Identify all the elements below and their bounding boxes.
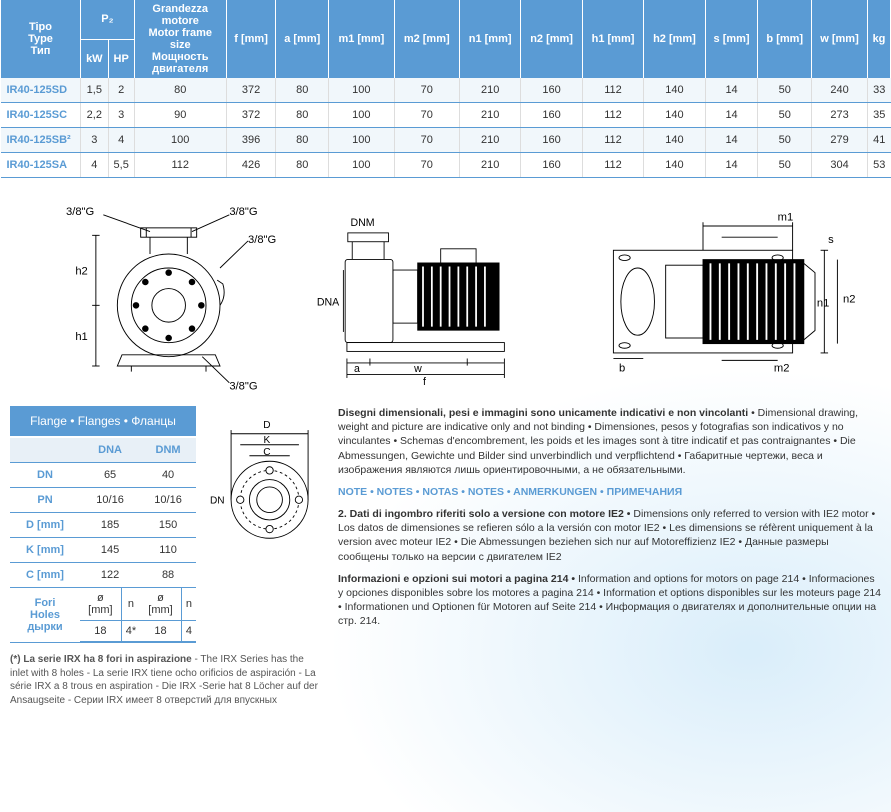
- svg-text:w: w: [413, 363, 422, 375]
- table-row: D [mm]185150: [10, 513, 196, 538]
- svg-text:DNM: DNM: [350, 217, 374, 229]
- flange-fori-label: Fori Holes дырки: [10, 588, 80, 643]
- svg-text:m1: m1: [778, 211, 794, 223]
- table-row: K [mm]145110: [10, 538, 196, 563]
- svg-text:m2: m2: [774, 363, 790, 375]
- table-row: IR40-125SD1,5280372801007021016011214014…: [1, 78, 891, 103]
- hdr-hp: HP: [108, 39, 134, 78]
- svg-text:D: D: [263, 420, 270, 431]
- hdr-f: f [mm]: [226, 0, 276, 78]
- svg-text:DNA: DNA: [317, 296, 340, 308]
- svg-text:f: f: [423, 376, 426, 388]
- flange-section: Flange • Flanges • Фланцы DNA DNM DN6540…: [10, 406, 320, 707]
- hdr-p2: P₂: [81, 0, 135, 39]
- hdr-m2: m2 [mm]: [394, 0, 459, 78]
- flange-diagram: D K C DN: [210, 406, 320, 569]
- flange-table: Flange • Flanges • Фланцы DNA DNM DN6540…: [10, 406, 196, 643]
- hdr-kg: kg: [867, 0, 890, 78]
- table-row: IR40-125SA45,511242680100702101601121401…: [1, 153, 891, 178]
- flange-col-dna: DNA: [80, 437, 140, 463]
- table-row: DN6540: [10, 463, 196, 488]
- flange-title: Flange • Flanges • Фланцы: [10, 406, 196, 437]
- table-row: IR40-125SC2,2390372801007021016011214014…: [1, 103, 891, 128]
- svg-text:3/8"G: 3/8"G: [66, 206, 94, 218]
- svg-text:h2: h2: [75, 266, 87, 278]
- hdr-h2: h2 [mm]: [644, 0, 705, 78]
- svg-text:s: s: [828, 234, 834, 246]
- hdr-kw: kW: [81, 39, 109, 78]
- table-row: PN10/1610/16: [10, 488, 196, 513]
- flange-col-dnm: DNM: [140, 437, 196, 463]
- table-row: IR40-125SB²34100396801007021016011214014…: [1, 128, 891, 153]
- dimensions-table: Tipo Type Тип P₂ Grandezza motore Motor …: [0, 0, 891, 178]
- hdr-n1: n1 [mm]: [459, 0, 520, 78]
- svg-text:b: b: [619, 363, 625, 375]
- hdr-n2: n2 [mm]: [521, 0, 582, 78]
- svg-text:DN: DN: [210, 495, 225, 506]
- top-view-diagram: s n2 m1 m2 b n1: [581, 198, 881, 394]
- svg-text:3/8"G: 3/8"G: [229, 206, 257, 218]
- hdr-a: a [mm]: [276, 0, 329, 78]
- svg-text:3/8"G: 3/8"G: [229, 380, 257, 392]
- front-view-diagram: 3/8"G 3/8"G 3/8"G 3/8"G h2 h1: [10, 198, 290, 394]
- hdr-m1: m1 [mm]: [329, 0, 394, 78]
- hdr-h1: h1 [mm]: [582, 0, 643, 78]
- svg-text:K: K: [263, 435, 270, 446]
- hdr-w: w [mm]: [812, 0, 868, 78]
- svg-text:C: C: [263, 447, 270, 458]
- hdr-b: b [mm]: [758, 0, 812, 78]
- footnote: (*) La serie IRX ha 8 fori in aspirazion…: [10, 653, 320, 707]
- hdr-s: s [mm]: [705, 0, 758, 78]
- svg-text:3/8"G: 3/8"G: [248, 234, 276, 246]
- svg-text:h1: h1: [75, 331, 87, 343]
- hdr-motor: Grandezza motore Motor frame size Мощнос…: [134, 0, 226, 78]
- svg-text:a: a: [354, 363, 360, 375]
- svg-text:n1: n1: [817, 297, 829, 309]
- hdr-type: Tipo Type Тип: [1, 0, 81, 78]
- diagrams-row: 3/8"G 3/8"G 3/8"G 3/8"G h2 h1: [0, 178, 891, 400]
- side-view-diagram: DNM DNA a w f: [308, 208, 563, 394]
- side-notes: Disegni dimensionali, pesi e immagini so…: [338, 406, 881, 707]
- svg-text:n2: n2: [843, 294, 855, 306]
- table-row: C [mm]12288: [10, 563, 196, 588]
